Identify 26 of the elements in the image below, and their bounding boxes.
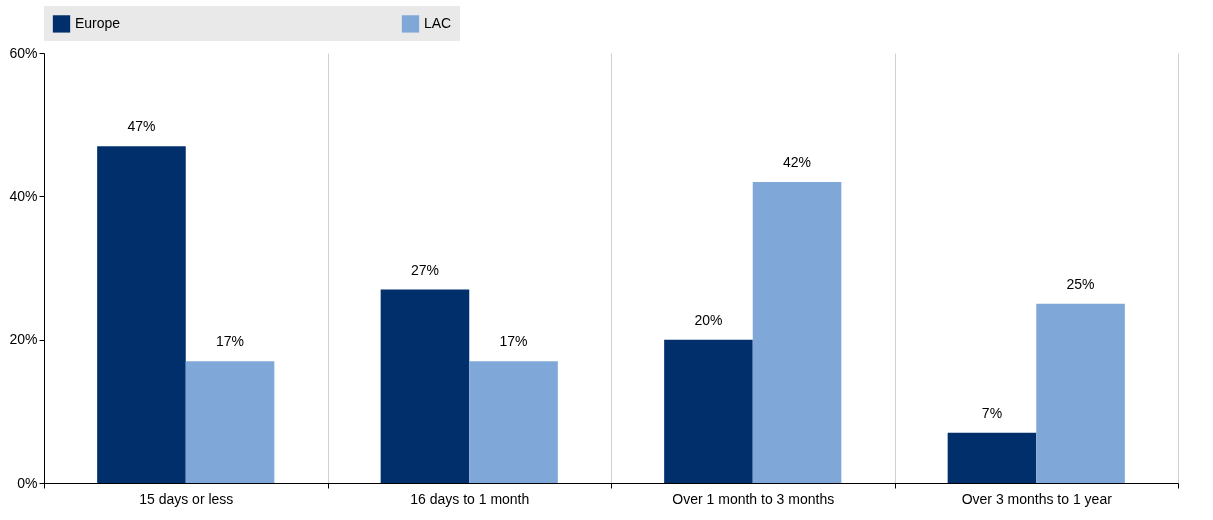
bar	[1036, 303, 1125, 483]
data-label: 47%	[127, 118, 156, 135]
bar	[97, 146, 186, 483]
legend-label: Europe	[75, 14, 121, 31]
data-label: 7%	[981, 404, 1003, 421]
x-tick-label: 16 days to 1 month	[410, 490, 530, 507]
legend-label: LAC	[424, 14, 452, 31]
y-tick-label: 60%	[9, 44, 38, 61]
y-tick-label: 20%	[9, 331, 38, 348]
data-label: 20%	[694, 311, 723, 328]
data-label: 17%	[499, 333, 528, 350]
x-tick-label: 15 days or less	[139, 490, 234, 507]
bar	[380, 289, 470, 483]
bar	[664, 339, 753, 483]
data-label: 17%	[216, 333, 245, 350]
data-label: 25%	[1066, 275, 1095, 292]
y-tick-label: 40%	[9, 187, 38, 204]
x-tick-label: Over 1 month to 3 months	[672, 490, 835, 507]
data-label: 42%	[783, 154, 812, 170]
bar	[947, 432, 1037, 483]
bar	[469, 361, 558, 483]
data-label: 27%	[410, 261, 439, 278]
bar	[185, 361, 275, 483]
x-tick-label: Over 3 months to 1 year	[961, 490, 1113, 507]
bar	[752, 182, 842, 483]
y-tick-label: 0%	[17, 474, 38, 491]
